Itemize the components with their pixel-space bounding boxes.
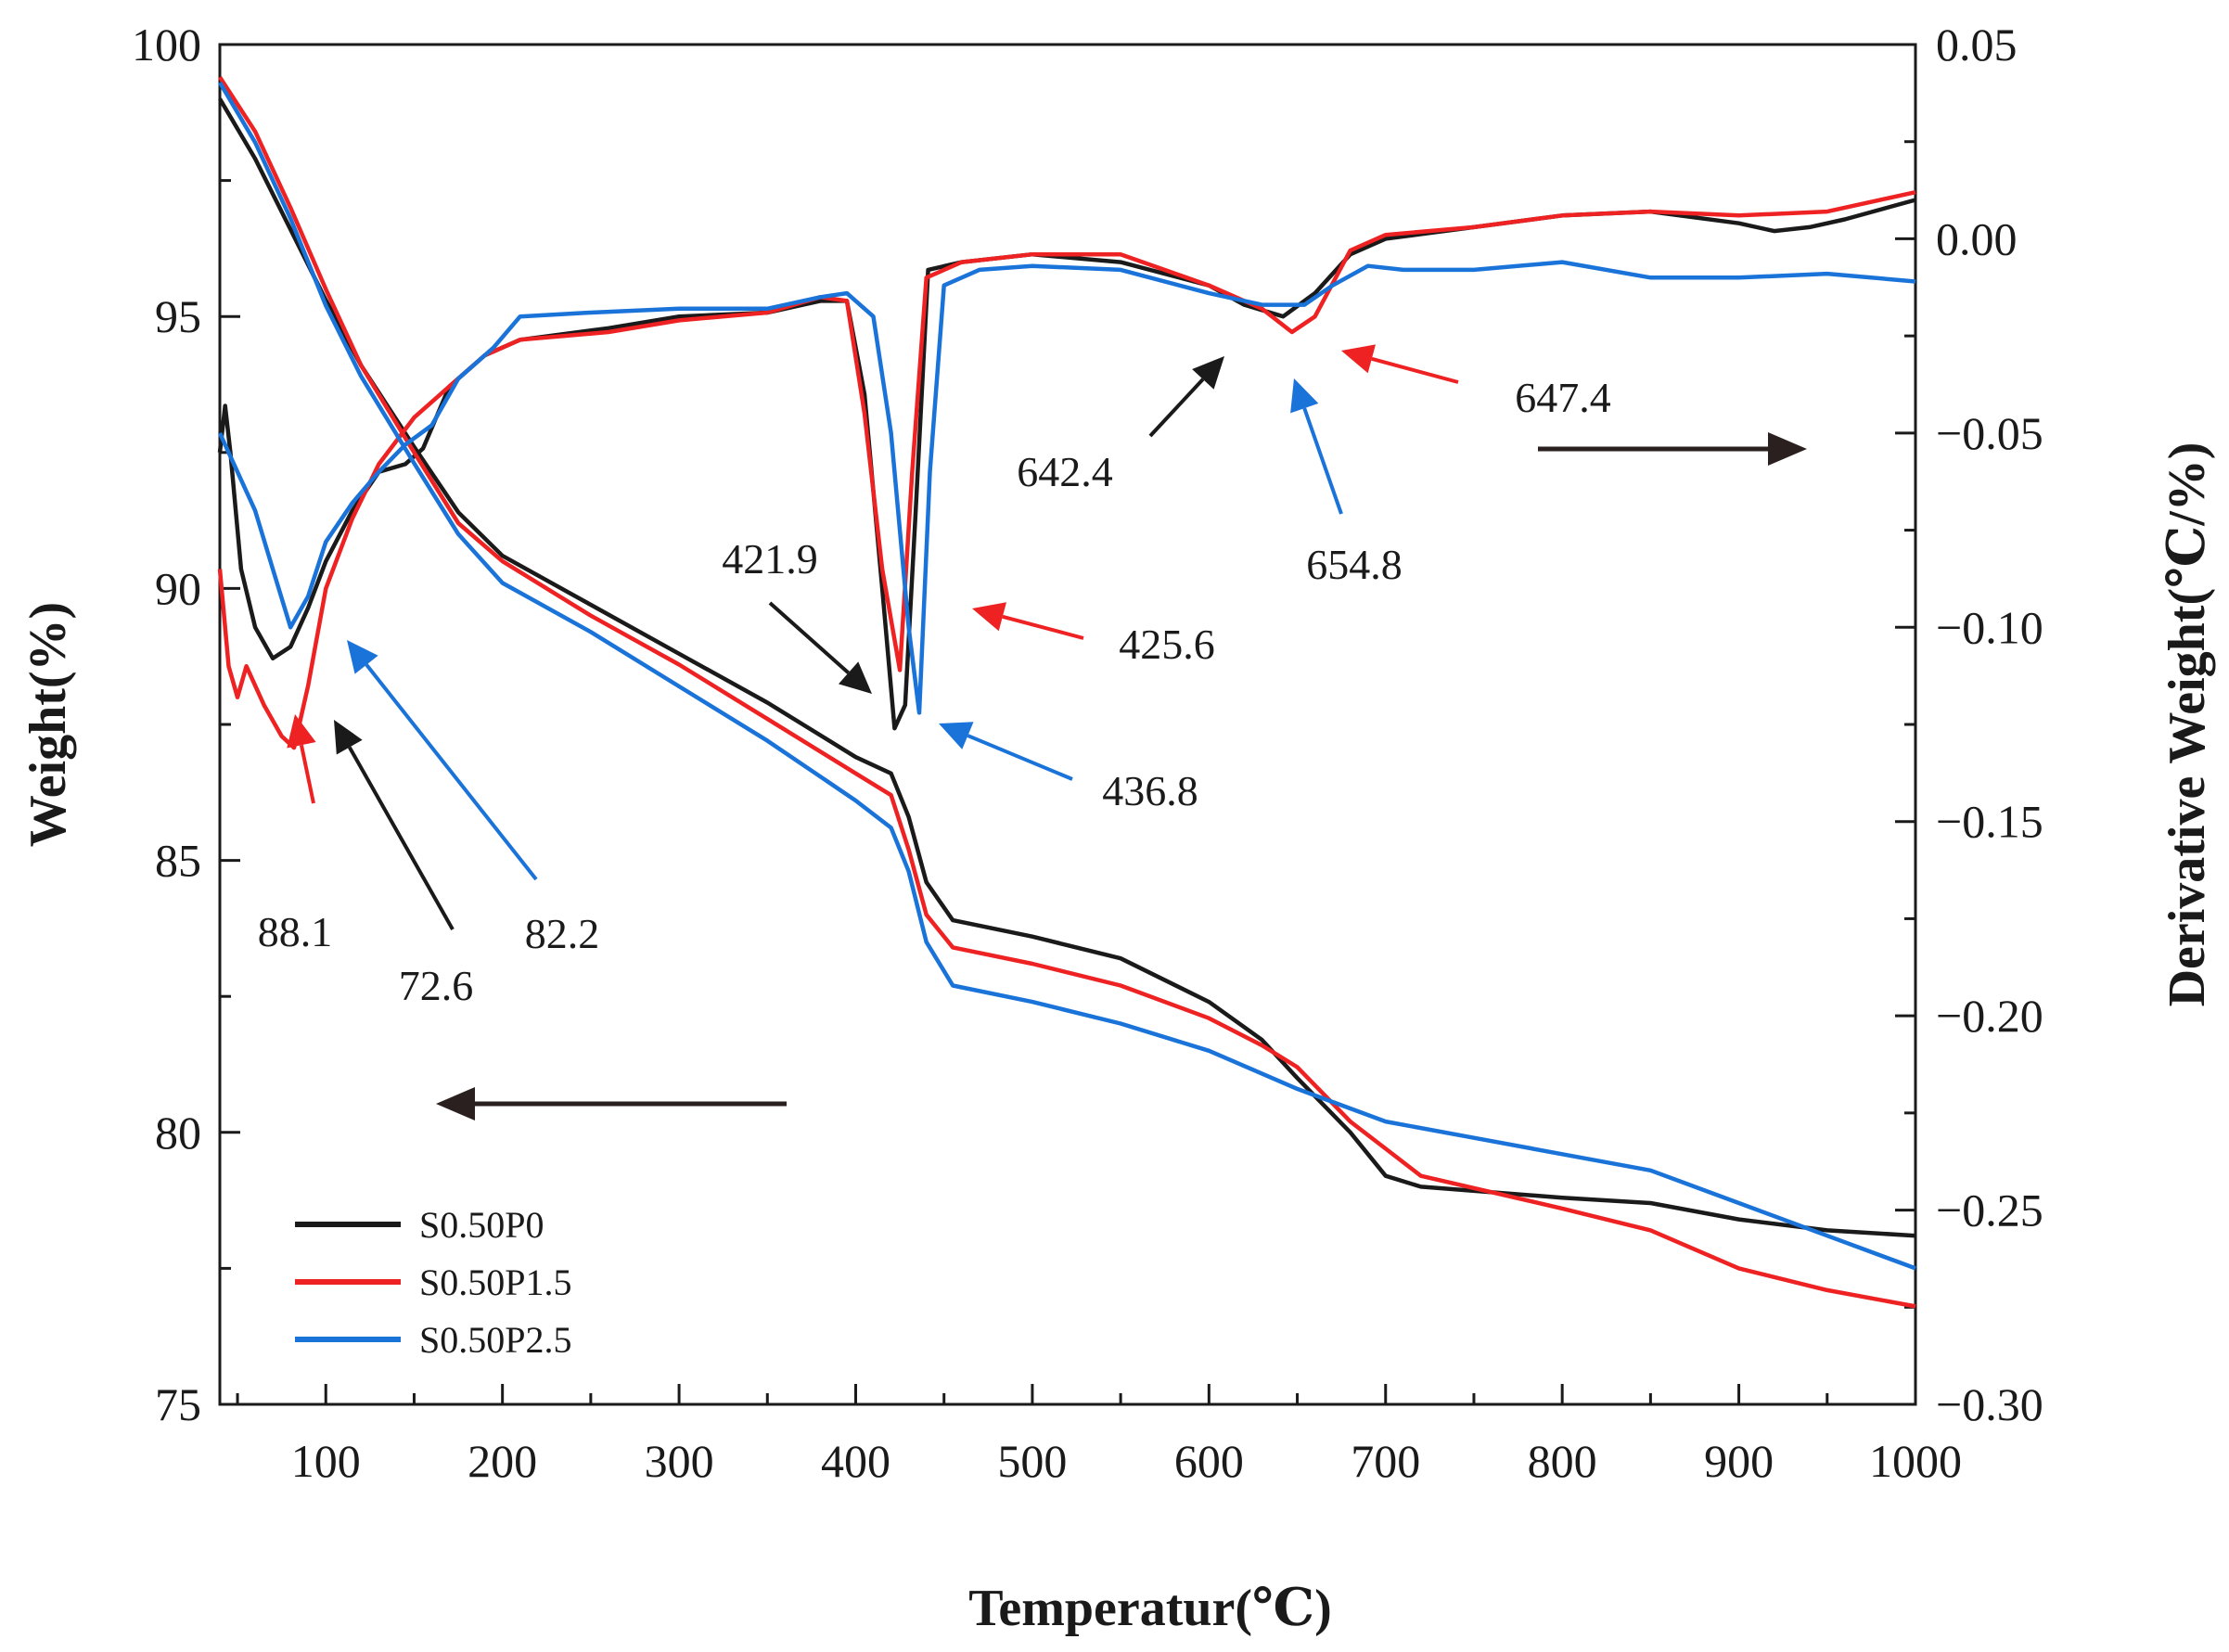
plot-frame <box>218 43 1917 1406</box>
y-right-tick-label: 0.05 <box>1936 19 2018 70</box>
x-tick-label: 700 <box>1351 1435 1420 1487</box>
annotation-label: 425.6 <box>1119 621 1215 668</box>
right-y-axis-title: Derivative Weight(℃/%) <box>2159 442 2216 1007</box>
annotation-arrow-head <box>972 602 1006 632</box>
annotation-arrow-head <box>287 714 316 749</box>
right-y-axis: −0.30 −0.25 −0.20 −0.15 −0.10 −0.05 0.00 0.05 <box>1895 19 2043 1430</box>
annotation-arrow-shaft <box>1371 356 1459 384</box>
legend-label-s050p2-5: S0.50P2.5 <box>419 1319 572 1361</box>
derivative-line-s0-50p2-5 <box>217 260 1916 715</box>
annotation-arrow-shaft <box>299 744 315 804</box>
annotation-label: 421.9 <box>722 535 818 583</box>
annotation-arrow-shaft <box>1302 407 1343 515</box>
annotation-label: 642.4 <box>1017 448 1113 495</box>
annotation-label: 654.8 <box>1306 541 1403 588</box>
annotation-label: 436.8 <box>1102 767 1198 814</box>
x-tick-label: 600 <box>1174 1435 1244 1487</box>
y-right-tick-label: −0.20 <box>1936 990 2043 1042</box>
y-right-tick-label: 0.00 <box>1936 212 2018 264</box>
annotation-arrow-shaft <box>365 663 538 881</box>
y-left-tick-label: 75 <box>155 1378 201 1430</box>
derivative-line-s0-50p1-5 <box>217 190 1916 750</box>
series-layer <box>217 75 1916 1309</box>
y-right-tick-label: −0.15 <box>1936 796 2043 848</box>
annotation-label: 647.4 <box>1515 374 1611 421</box>
y-right-tick-label: −0.10 <box>1936 601 2043 653</box>
annotations: 88.1 72.6 82.2 421.9 425.6 436.8 642.4 654.8 647… <box>258 344 1807 1121</box>
annotation-arrow-head <box>1290 378 1319 414</box>
x-tick-label: 800 <box>1528 1435 1597 1487</box>
y-right-tick-label: −0.25 <box>1936 1185 2043 1236</box>
y-right-tick-label: −0.05 <box>1936 407 2043 459</box>
axis-direction-arrow-head <box>1768 432 1807 466</box>
weight-line-s0-50p1-5 <box>218 75 1916 1309</box>
legend-label-s050p0: S0.50P0 <box>419 1204 544 1246</box>
x-axis-title: Temperatur(℃) <box>968 1580 1332 1637</box>
left-y-axis: 75 80 85 90 95 100 <box>132 19 240 1430</box>
annotation-label: 72.6 <box>399 962 474 1009</box>
y-left-tick-label: 95 <box>155 290 201 342</box>
annotation-arrow-head <box>838 661 872 694</box>
annotation-arrow-shaft <box>967 734 1073 781</box>
annotation-arrow-shaft <box>1002 614 1084 640</box>
x-tick-label: 1000 <box>1869 1435 1962 1487</box>
legend-label-s050p1-5: S0.50P1.5 <box>419 1261 572 1303</box>
annotation-arrow-shaft <box>768 601 850 674</box>
x-tick-label: 400 <box>821 1435 890 1487</box>
annotation-label: 88.1 <box>258 908 333 955</box>
x-tick-label: 300 <box>645 1435 714 1487</box>
annotation-arrow-shaft <box>348 746 455 930</box>
x-axis: 100 200 300 400 500 600 700 800 900 1000 <box>236 1384 1962 1487</box>
left-y-axis-title: Weight(%) <box>19 602 77 847</box>
x-tick-label: 500 <box>997 1435 1067 1487</box>
y-left-tick-label: 100 <box>132 19 201 70</box>
annotation-arrow-head <box>347 640 378 674</box>
annotation-arrow-head <box>1192 356 1224 390</box>
axis-direction-arrow-head <box>436 1087 475 1121</box>
weight-line-s0-50p2-5 <box>218 81 1916 1271</box>
legend: S0.50P0 S0.50P1.5 S0.50P2.5 <box>295 1204 572 1361</box>
x-tick-label: 200 <box>468 1435 537 1487</box>
y-left-tick-label: 80 <box>155 1107 201 1159</box>
x-tick-label: 900 <box>1704 1435 1774 1487</box>
y-left-tick-label: 90 <box>155 562 201 614</box>
x-tick-label: 100 <box>291 1435 361 1487</box>
annotation-arrow-head <box>939 722 974 749</box>
annotation-arrow-head <box>1341 344 1376 374</box>
annotation-arrow-head <box>334 720 363 755</box>
annotation-arrow-shaft <box>1148 378 1205 438</box>
annotation-label: 82.2 <box>525 910 600 957</box>
y-right-tick-label: −0.30 <box>1936 1378 2043 1430</box>
y-left-tick-label: 85 <box>155 835 201 887</box>
